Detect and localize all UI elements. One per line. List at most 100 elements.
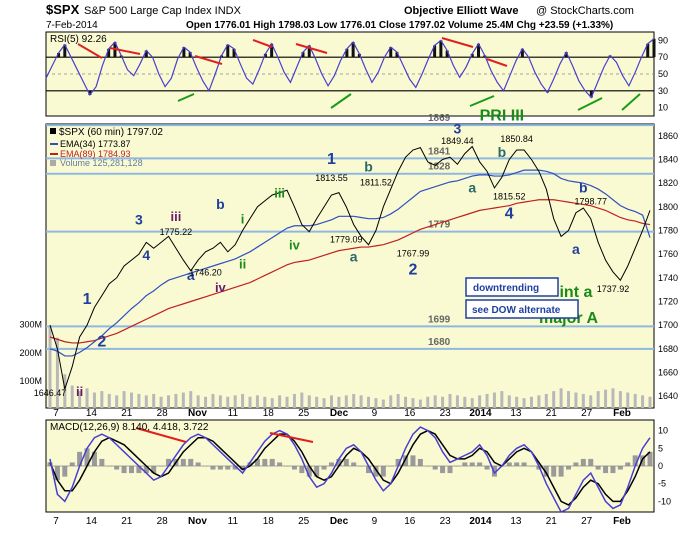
macd-hist-bar: [299, 466, 305, 474]
macd-hist-bar: [336, 458, 342, 466]
volume-bar: [233, 395, 237, 408]
macd-hist-bar: [166, 458, 172, 466]
volume-bar: [322, 398, 326, 408]
macd-hist-bar: [573, 462, 579, 466]
price-tick: 1640: [658, 391, 678, 401]
wave-label: iii: [171, 209, 182, 224]
volume-bar: [626, 392, 630, 408]
volume-bar: [315, 396, 319, 408]
source-label: Objective Elliott Wave: [404, 5, 519, 17]
rsi-bull-trendline-4: [577, 97, 603, 111]
ema89-line: [49, 199, 651, 344]
macd-hist-bar: [484, 466, 490, 470]
x-label-bottom: 27: [581, 516, 593, 527]
level-label-1680: 1680: [428, 337, 451, 348]
macd-hist-bar: [143, 466, 149, 474]
wave-label: 4: [142, 247, 150, 263]
macd-hist-bar: [180, 458, 186, 466]
macd-hist-bar: [380, 466, 386, 477]
macd-hist-bar: [217, 466, 223, 470]
volume-bar: [574, 392, 578, 408]
macd-tick-labels: 10 5 0 -5 -10: [658, 426, 671, 507]
volume-bar: [492, 392, 496, 408]
wave-label: 1775.22: [160, 227, 193, 237]
x-label-mid: 16: [404, 408, 416, 419]
volume-bar: [285, 396, 289, 408]
x-label-bottom: 11: [228, 516, 239, 527]
level-label-1828: 1828: [428, 162, 451, 173]
macd-hist-bar: [232, 466, 238, 470]
dow-alternate-box: [465, 299, 579, 319]
macd-hist-bar: [306, 466, 312, 477]
volume-bar: [159, 396, 163, 408]
x-label-bottom: 21: [546, 516, 558, 527]
volume-bar: [515, 396, 519, 408]
downtrending-text: downtrending: [473, 283, 539, 294]
x-label-bottom: Dec: [330, 516, 349, 527]
price-tick: 1780: [658, 226, 678, 236]
volume-bar: [389, 395, 393, 408]
wave-label: a: [187, 267, 195, 283]
macd-hist-bar: [558, 466, 564, 477]
macd-hist-bar: [269, 458, 275, 466]
volume-bar: [55, 337, 59, 408]
legend-ema89: EMA(89) 1784.93: [60, 149, 131, 159]
macd-bear-trendline-2: [269, 432, 314, 443]
x-label-bottom: 2014: [469, 516, 492, 527]
legend-swatch-price: [50, 128, 56, 134]
macd-hist-bar: [91, 451, 97, 466]
price-tick: 1740: [658, 273, 678, 283]
x-label-bottom: 23: [440, 516, 452, 527]
x-label-mid: 2014: [469, 408, 492, 419]
volume-bar: [426, 396, 430, 408]
macd-hist-bar: [566, 466, 572, 470]
volume-bar: [441, 396, 445, 408]
volume-bar: [189, 391, 193, 408]
volume-bar: [307, 395, 311, 408]
volume-bar: [641, 395, 645, 408]
volume-bar: [137, 393, 141, 408]
macd-hist-bar: [62, 466, 68, 477]
dow-alternate-text: see DOW alternate: [472, 305, 561, 316]
wave-label: 2: [97, 333, 106, 350]
volume-bar: [352, 393, 356, 408]
macd-tick: -10: [658, 496, 671, 506]
volume-bar: [396, 393, 400, 408]
macd-hist-bar: [254, 458, 260, 466]
macd-signal-line: [49, 429, 651, 506]
level-label-1869: 1869: [428, 113, 451, 124]
ohlc-readout: Open 1776.01 High 1798.03 Low 1776.01 Cl…: [186, 20, 613, 31]
volume-tick: 100M: [19, 376, 42, 386]
macd-label: MACD(12,26,9) 8.140, 4.418, 3.722: [50, 422, 209, 433]
wave-label: i: [241, 211, 245, 226]
annotation: ii: [76, 384, 83, 399]
x-label-mid: 21: [121, 408, 133, 419]
volume-bar: [174, 393, 178, 408]
wave-label: 1737.92: [597, 284, 630, 294]
volume-bar: [552, 391, 556, 408]
macd-hist-bar: [610, 466, 616, 474]
x-label-bottom: 28: [157, 516, 169, 527]
annotation: 1646.47: [34, 388, 67, 398]
volume-bar: [529, 396, 533, 408]
macd-hist-bar: [225, 466, 231, 470]
x-label-bottom: 21: [121, 516, 133, 527]
macd-hist-bar: [395, 458, 401, 466]
wave-label: 1746.20: [189, 267, 222, 277]
wave-label: b: [498, 144, 507, 160]
price-tick: 1800: [658, 202, 678, 212]
volume-bar: [433, 395, 437, 408]
macd-hist-bar: [121, 466, 127, 474]
macd-hist-bar: [99, 458, 105, 466]
volume-bar: [129, 392, 133, 408]
wave-labels: 1234iii1775.22abi1746.20iviiiiiiv11813.5…: [83, 120, 630, 350]
volume-bar: [559, 388, 563, 408]
volume-bar: [300, 392, 304, 408]
price-tick: 1820: [658, 178, 678, 188]
volume-tick: 200M: [19, 348, 42, 358]
wave-label: b: [364, 158, 373, 174]
trend-note-boxes: downtrending see DOW alternate: [465, 277, 579, 319]
ticker-label: $SPX: [46, 2, 80, 17]
wave-label: 1849.44: [441, 136, 474, 146]
